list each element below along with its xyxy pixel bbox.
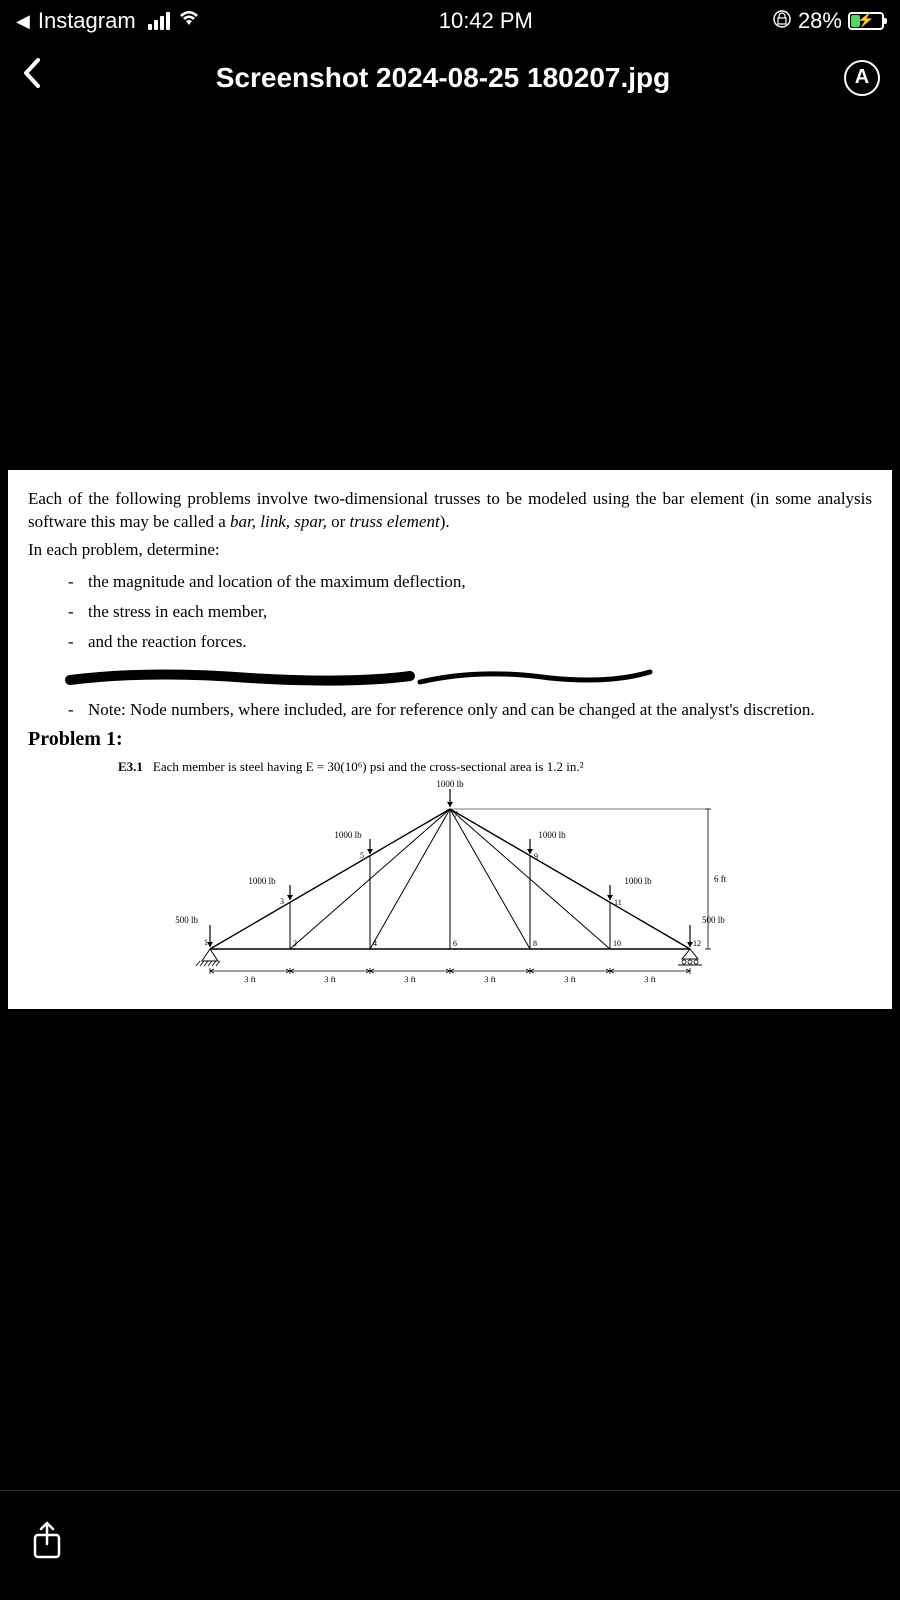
back-app-label[interactable]: Instagram: [38, 8, 136, 34]
svg-text:12: 12: [693, 939, 701, 948]
problem-label: E3.1: [118, 759, 143, 774]
intro-italic-1: bar, link, spar,: [230, 512, 327, 531]
svg-text:1000 lb: 1000 lb: [538, 830, 566, 840]
intro-text-end: ).: [440, 512, 450, 531]
document-content: Each of the following problems involve t…: [8, 470, 892, 1009]
battery-percent: 28%: [798, 8, 842, 34]
status-right: 28% ⚡: [772, 8, 884, 34]
list-item: and the reaction forces.: [68, 632, 872, 652]
svg-text:500 lb: 500 lb: [702, 915, 725, 925]
status-left: ◀ Instagram: [16, 8, 200, 34]
markup-button[interactable]: A: [844, 60, 880, 96]
bottom-toolbar: [0, 1490, 900, 1600]
intro-italic-2: truss element: [350, 512, 440, 531]
nav-header: Screenshot 2024-08-25 180207.jpg A: [0, 38, 900, 121]
svg-text:2: 2: [293, 939, 297, 948]
svg-text:3 ft: 3 ft: [244, 974, 256, 984]
list-item: the magnitude and location of the maximu…: [68, 572, 872, 592]
svg-text:1000 lb: 1000 lb: [248, 876, 276, 886]
svg-text:3 ft: 3 ft: [484, 974, 496, 984]
svg-text:5: 5: [360, 851, 364, 860]
share-button[interactable]: [30, 1520, 64, 1571]
svg-text:10: 10: [613, 939, 621, 948]
svg-text:7: 7: [454, 810, 458, 819]
svg-text:3 ft: 3 ft: [564, 974, 576, 984]
battery-icon: ⚡: [848, 12, 884, 30]
svg-text:1: 1: [204, 938, 208, 947]
svg-text:9: 9: [534, 852, 538, 861]
sub-text: In each problem, determine:: [28, 540, 872, 560]
svg-text:3 ft: 3 ft: [644, 974, 656, 984]
svg-text:11: 11: [614, 898, 622, 907]
svg-text:8: 8: [533, 939, 537, 948]
svg-text:6 ft: 6 ft: [714, 874, 727, 884]
svg-text:3: 3: [280, 897, 284, 906]
back-button[interactable]: [20, 56, 42, 99]
redaction-scribble: [28, 662, 872, 692]
svg-text:1000 lb: 1000 lb: [436, 779, 464, 789]
status-bar: ◀ Instagram 10:42 PM 28% ⚡: [0, 0, 900, 38]
truss-diagram: 1000 lb 1000 lb 1000 lb 1000 lb 1000 lb 500 l…: [28, 779, 872, 989]
intro-paragraph: Each of the following problems involve t…: [28, 488, 872, 534]
intro-text-1: Each of the following problems involve t…: [28, 489, 872, 531]
svg-text:3 ft: 3 ft: [324, 974, 336, 984]
wifi-icon: [178, 9, 200, 33]
page-title: Screenshot 2024-08-25 180207.jpg: [42, 62, 844, 94]
note-text: Note: Node numbers, where included, are …: [68, 700, 872, 720]
svg-text:4: 4: [373, 939, 377, 948]
orientation-lock-icon: [772, 9, 792, 34]
problem-description: E3.1 Each member is steel having E = 30(1…: [118, 759, 872, 775]
svg-text:3 ft: 3 ft: [404, 974, 416, 984]
status-time: 10:42 PM: [439, 8, 533, 34]
svg-text:6: 6: [453, 939, 457, 948]
svg-text:1000 lb: 1000 lb: [624, 876, 652, 886]
list-item: the stress in each member,: [68, 602, 872, 622]
problem-desc-text: Each member is steel having E = 30(10⁶) …: [153, 759, 584, 774]
bullet-list: the magnitude and location of the maximu…: [68, 572, 872, 652]
svg-text:500 lb: 500 lb: [175, 915, 198, 925]
signal-icon: [148, 12, 170, 30]
problem-heading: Problem 1:: [28, 728, 872, 751]
svg-text:1000 lb: 1000 lb: [334, 830, 362, 840]
back-arrow-icon[interactable]: ◀: [16, 11, 30, 32]
intro-text-mid: or: [327, 512, 350, 531]
